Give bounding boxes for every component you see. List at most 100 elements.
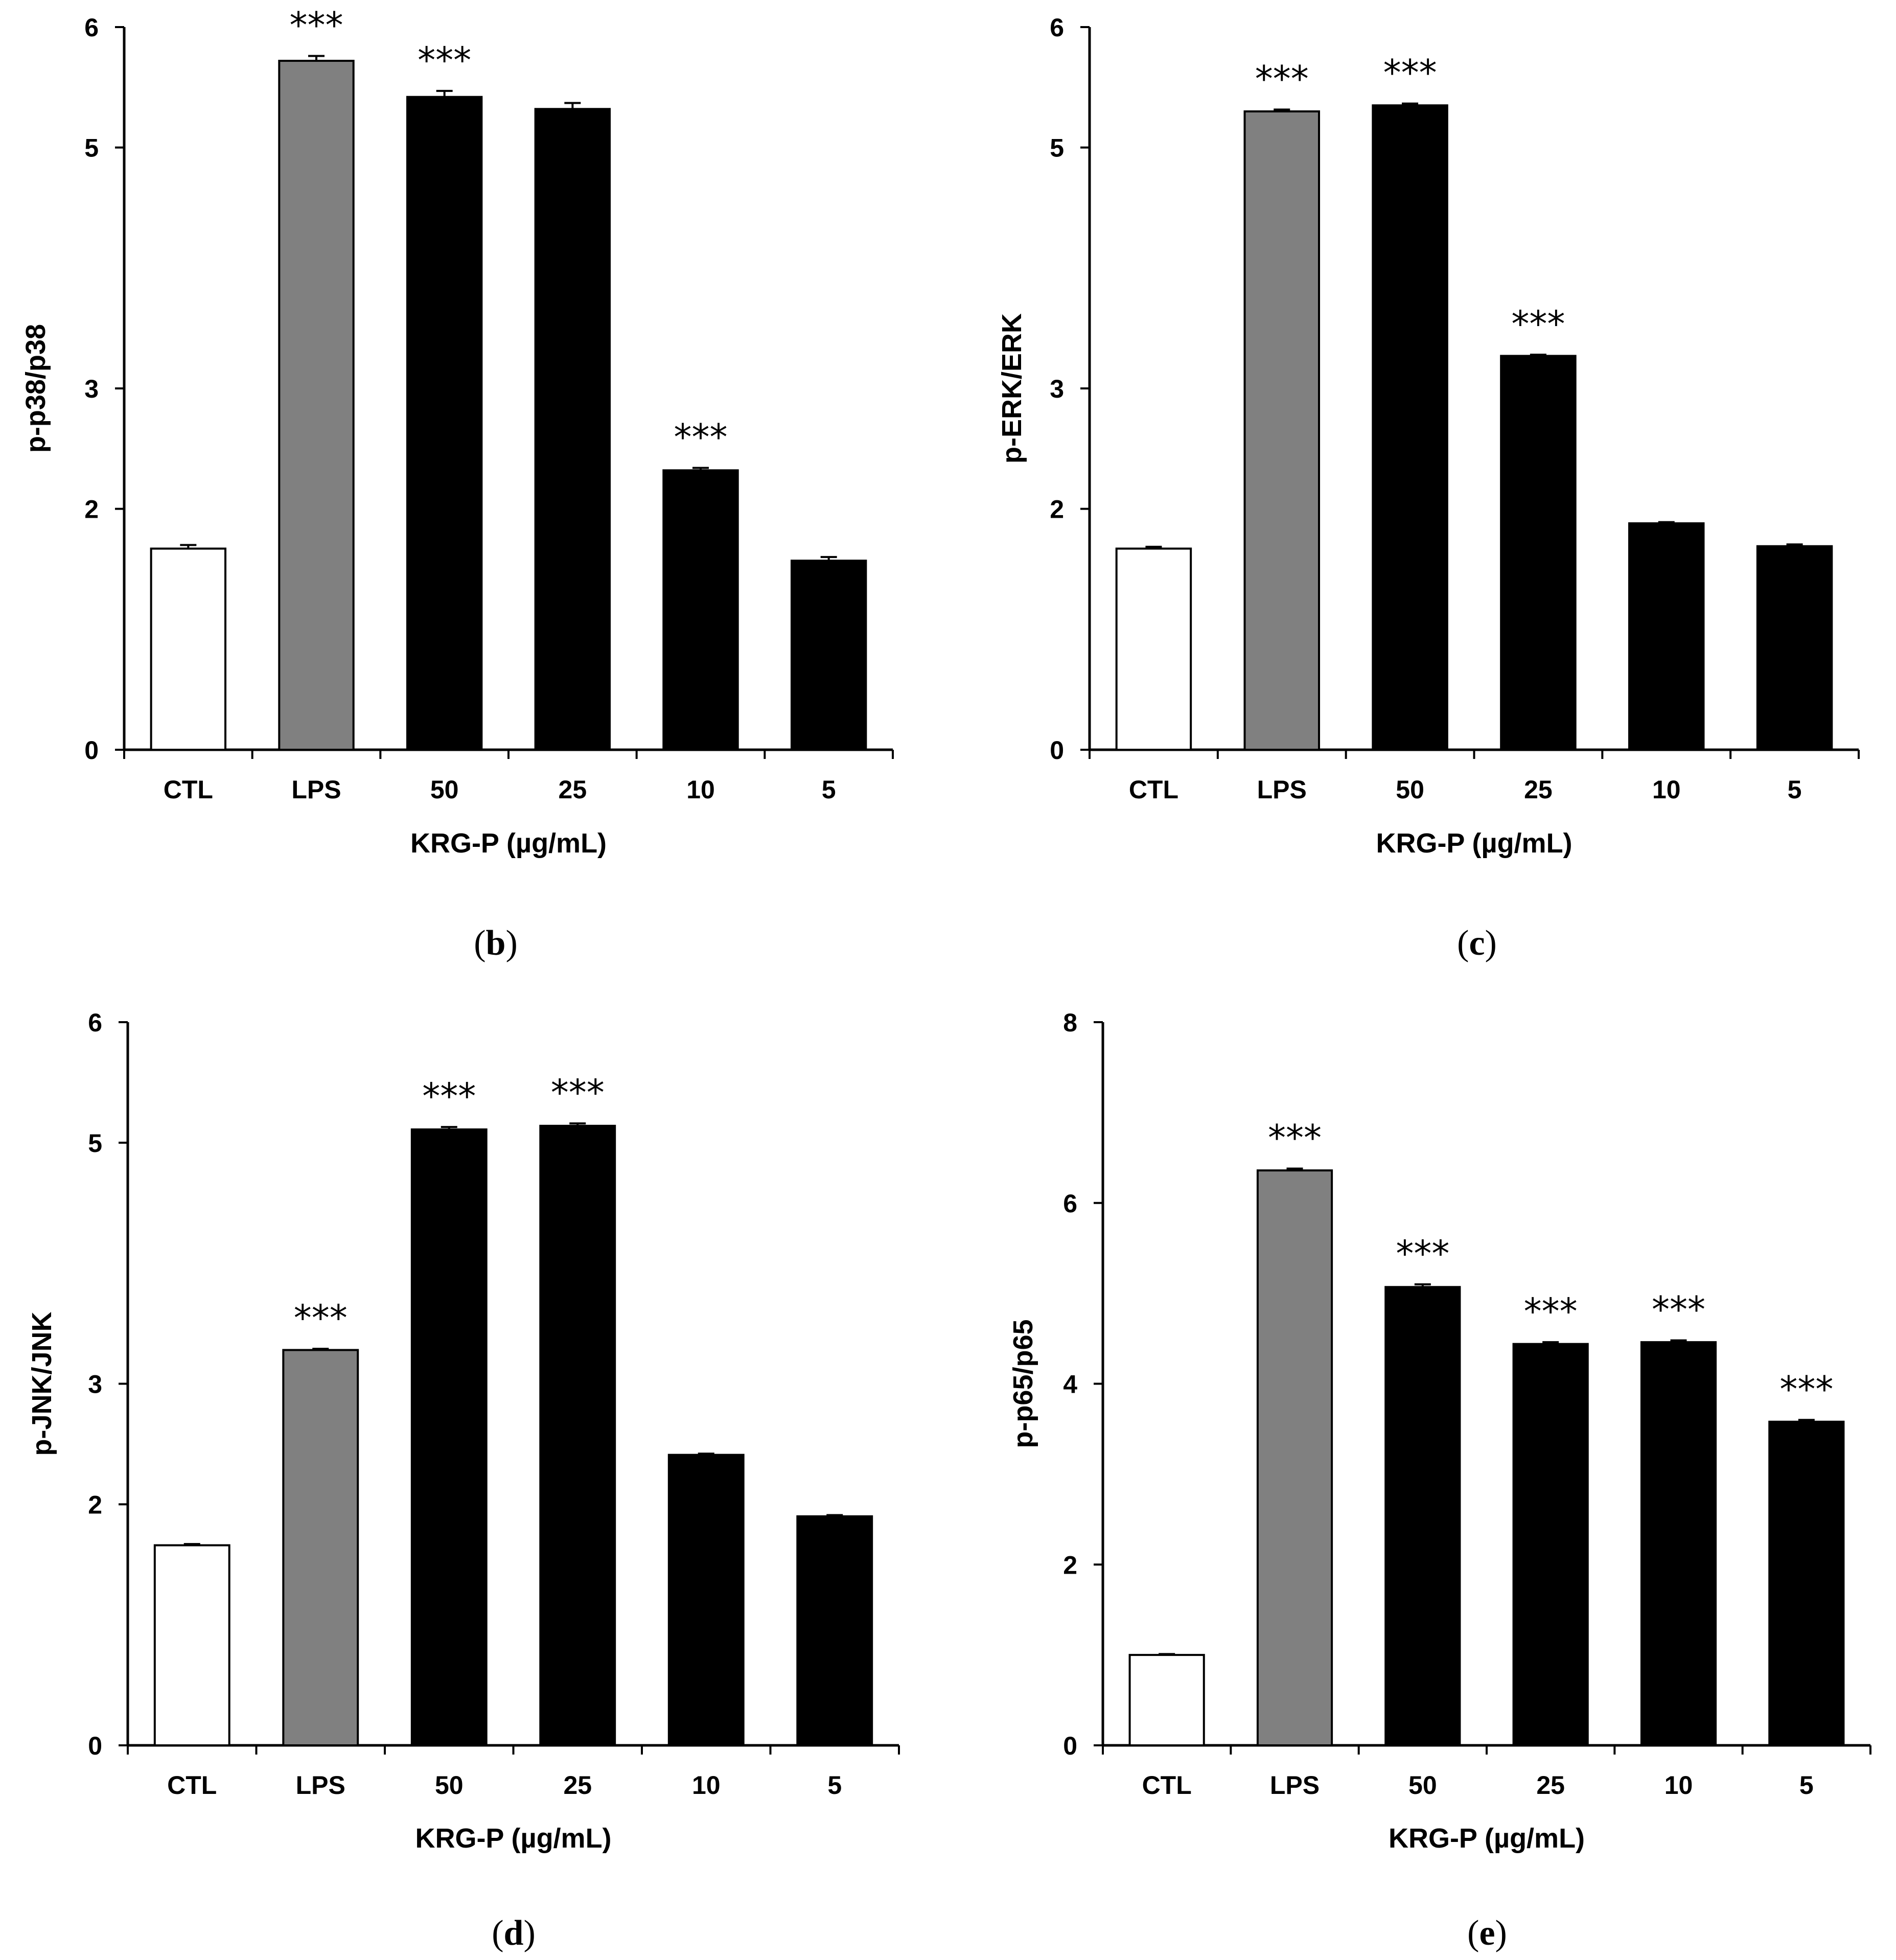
bar-lps	[282, 1349, 359, 1746]
significance-label: ***	[674, 417, 728, 458]
y-tick-label: 2	[1063, 1551, 1077, 1579]
x-axis-label: KRG-P (µg/mL)	[1376, 828, 1572, 859]
y-tick-label: 6	[84, 13, 99, 42]
significance-label: ***	[1511, 303, 1565, 345]
y-tick-label: 5	[1050, 134, 1064, 163]
y-tick-label: 2	[88, 1490, 102, 1519]
bar-50	[406, 96, 483, 751]
y-tick-label: 0	[88, 1732, 102, 1760]
y-tick-label: 2	[1050, 495, 1064, 524]
panel-caption: (d)	[492, 1913, 536, 1953]
bar-lps	[1243, 110, 1320, 751]
bar-ctl	[1115, 547, 1192, 751]
x-tick-label: 50	[435, 1771, 464, 1800]
y-tick-label: 3	[88, 1370, 102, 1399]
significance-label: ***	[294, 1297, 348, 1339]
bar-25	[1500, 355, 1577, 751]
panel-e: 0 2 4 6 8 CTL LPS *** 50 *** 25 *** 10 *** 5 *** KRG-P (…	[1008, 1008, 1871, 1953]
y-tick-label: 6	[1063, 1189, 1077, 1218]
x-tick-label: CTL	[1129, 775, 1178, 804]
x-tick-label: 5	[1799, 1771, 1814, 1800]
x-tick-label: 5	[1788, 775, 1802, 804]
x-axis-label: KRG-P (µg/mL)	[410, 828, 607, 859]
bar-50	[410, 1128, 488, 1746]
y-axis-label: p-ERK/ERK	[997, 313, 1027, 464]
bar-50	[1372, 104, 1448, 751]
x-tick-label: 10	[1664, 1771, 1693, 1800]
significance-label: ***	[418, 39, 471, 81]
y-tick-label: 0	[84, 736, 99, 765]
caption-paren-open: (	[1467, 1913, 1479, 1953]
significance-label: ***	[1652, 1289, 1705, 1331]
bar-10	[1640, 1341, 1717, 1746]
y-axis-label: p-p65/p65	[1008, 1319, 1038, 1448]
y-tick-label: 3	[1050, 375, 1064, 403]
caption-paren-open: (	[1457, 924, 1469, 963]
caption-paren-close: )	[1495, 1913, 1507, 1953]
caption-letter: e	[1479, 1913, 1495, 1953]
x-tick-label: 5	[827, 1771, 842, 1800]
bar-50	[1384, 1286, 1461, 1746]
significance-label: ***	[422, 1075, 476, 1117]
bar-10	[1628, 522, 1705, 751]
caption-paren-open: (	[474, 924, 485, 963]
bar-25	[534, 108, 611, 751]
panel-c: 0 2 3 5 6 CTL LPS *** 50 *** 25 *** 10 5 KRG-P (µg/mL)…	[997, 13, 1860, 963]
bar-ctl	[153, 1544, 230, 1746]
bar-5	[796, 1515, 873, 1747]
significance-label: ***	[1255, 58, 1309, 100]
significance-label: ***	[1268, 1117, 1322, 1159]
x-tick-label: 25	[559, 775, 587, 804]
significance-label: ***	[290, 5, 343, 47]
y-tick-label: 4	[1063, 1370, 1077, 1399]
x-tick-label: 10	[692, 1771, 721, 1800]
bar-ctl	[150, 547, 227, 751]
significance-label: ***	[1396, 1233, 1449, 1275]
bar-5	[1768, 1420, 1845, 1747]
y-tick-label: 0	[1063, 1732, 1077, 1760]
y-tick-label: 6	[88, 1008, 102, 1037]
y-axis-label: p-p38/p38	[20, 324, 51, 453]
bar-lps	[1256, 1169, 1333, 1746]
x-tick-label: LPS	[296, 1771, 345, 1800]
y-tick-label: 5	[84, 134, 99, 163]
bar-5	[1756, 545, 1833, 751]
x-tick-label: LPS	[291, 775, 341, 804]
bar-10	[667, 1454, 745, 1746]
significance-label: ***	[551, 1072, 605, 1114]
caption-letter: b	[486, 924, 506, 963]
caption-paren-close: )	[523, 1913, 535, 1953]
x-tick-label: LPS	[1257, 775, 1307, 804]
x-tick-label: 10	[1652, 775, 1681, 804]
x-tick-label: 50	[1408, 1771, 1437, 1800]
x-tick-label: 25	[1536, 1771, 1565, 1800]
y-tick-label: 2	[84, 495, 99, 524]
significance-label: ***	[1779, 1368, 1833, 1410]
x-tick-label: CTL	[167, 1771, 217, 1800]
x-tick-label: 25	[1524, 775, 1553, 804]
x-tick-label: 10	[686, 775, 715, 804]
bar-5	[790, 560, 867, 751]
x-tick-label: 5	[822, 775, 836, 804]
x-tick-label: CTL	[164, 775, 213, 804]
panel-caption: (e)	[1467, 1913, 1507, 1953]
caption-paren-close: )	[1485, 924, 1497, 963]
bar-ctl	[1128, 1654, 1205, 1746]
panel-caption: (b)	[474, 924, 518, 963]
significance-label: ***	[1524, 1290, 1578, 1332]
bar-10	[662, 469, 739, 751]
panel-d: 0 2 3 5 6 CTL LPS *** 50 *** 25 *** 10 5 KRG-P (µg/mL)…	[27, 1008, 900, 1953]
y-tick-label: 8	[1063, 1008, 1077, 1037]
x-tick-label: 50	[430, 775, 459, 804]
caption-letter: c	[1469, 924, 1485, 963]
bar-25	[1512, 1343, 1589, 1747]
y-tick-label: 0	[1050, 736, 1064, 765]
bar-lps	[278, 59, 355, 751]
x-tick-label: 25	[563, 1771, 592, 1800]
y-tick-label: 3	[84, 375, 99, 403]
x-axis-label: KRG-P (µg/mL)	[415, 1823, 611, 1854]
x-axis-label: KRG-P (µg/mL)	[1389, 1823, 1585, 1854]
caption-letter: d	[504, 1913, 524, 1953]
x-tick-label: LPS	[1270, 1771, 1320, 1800]
